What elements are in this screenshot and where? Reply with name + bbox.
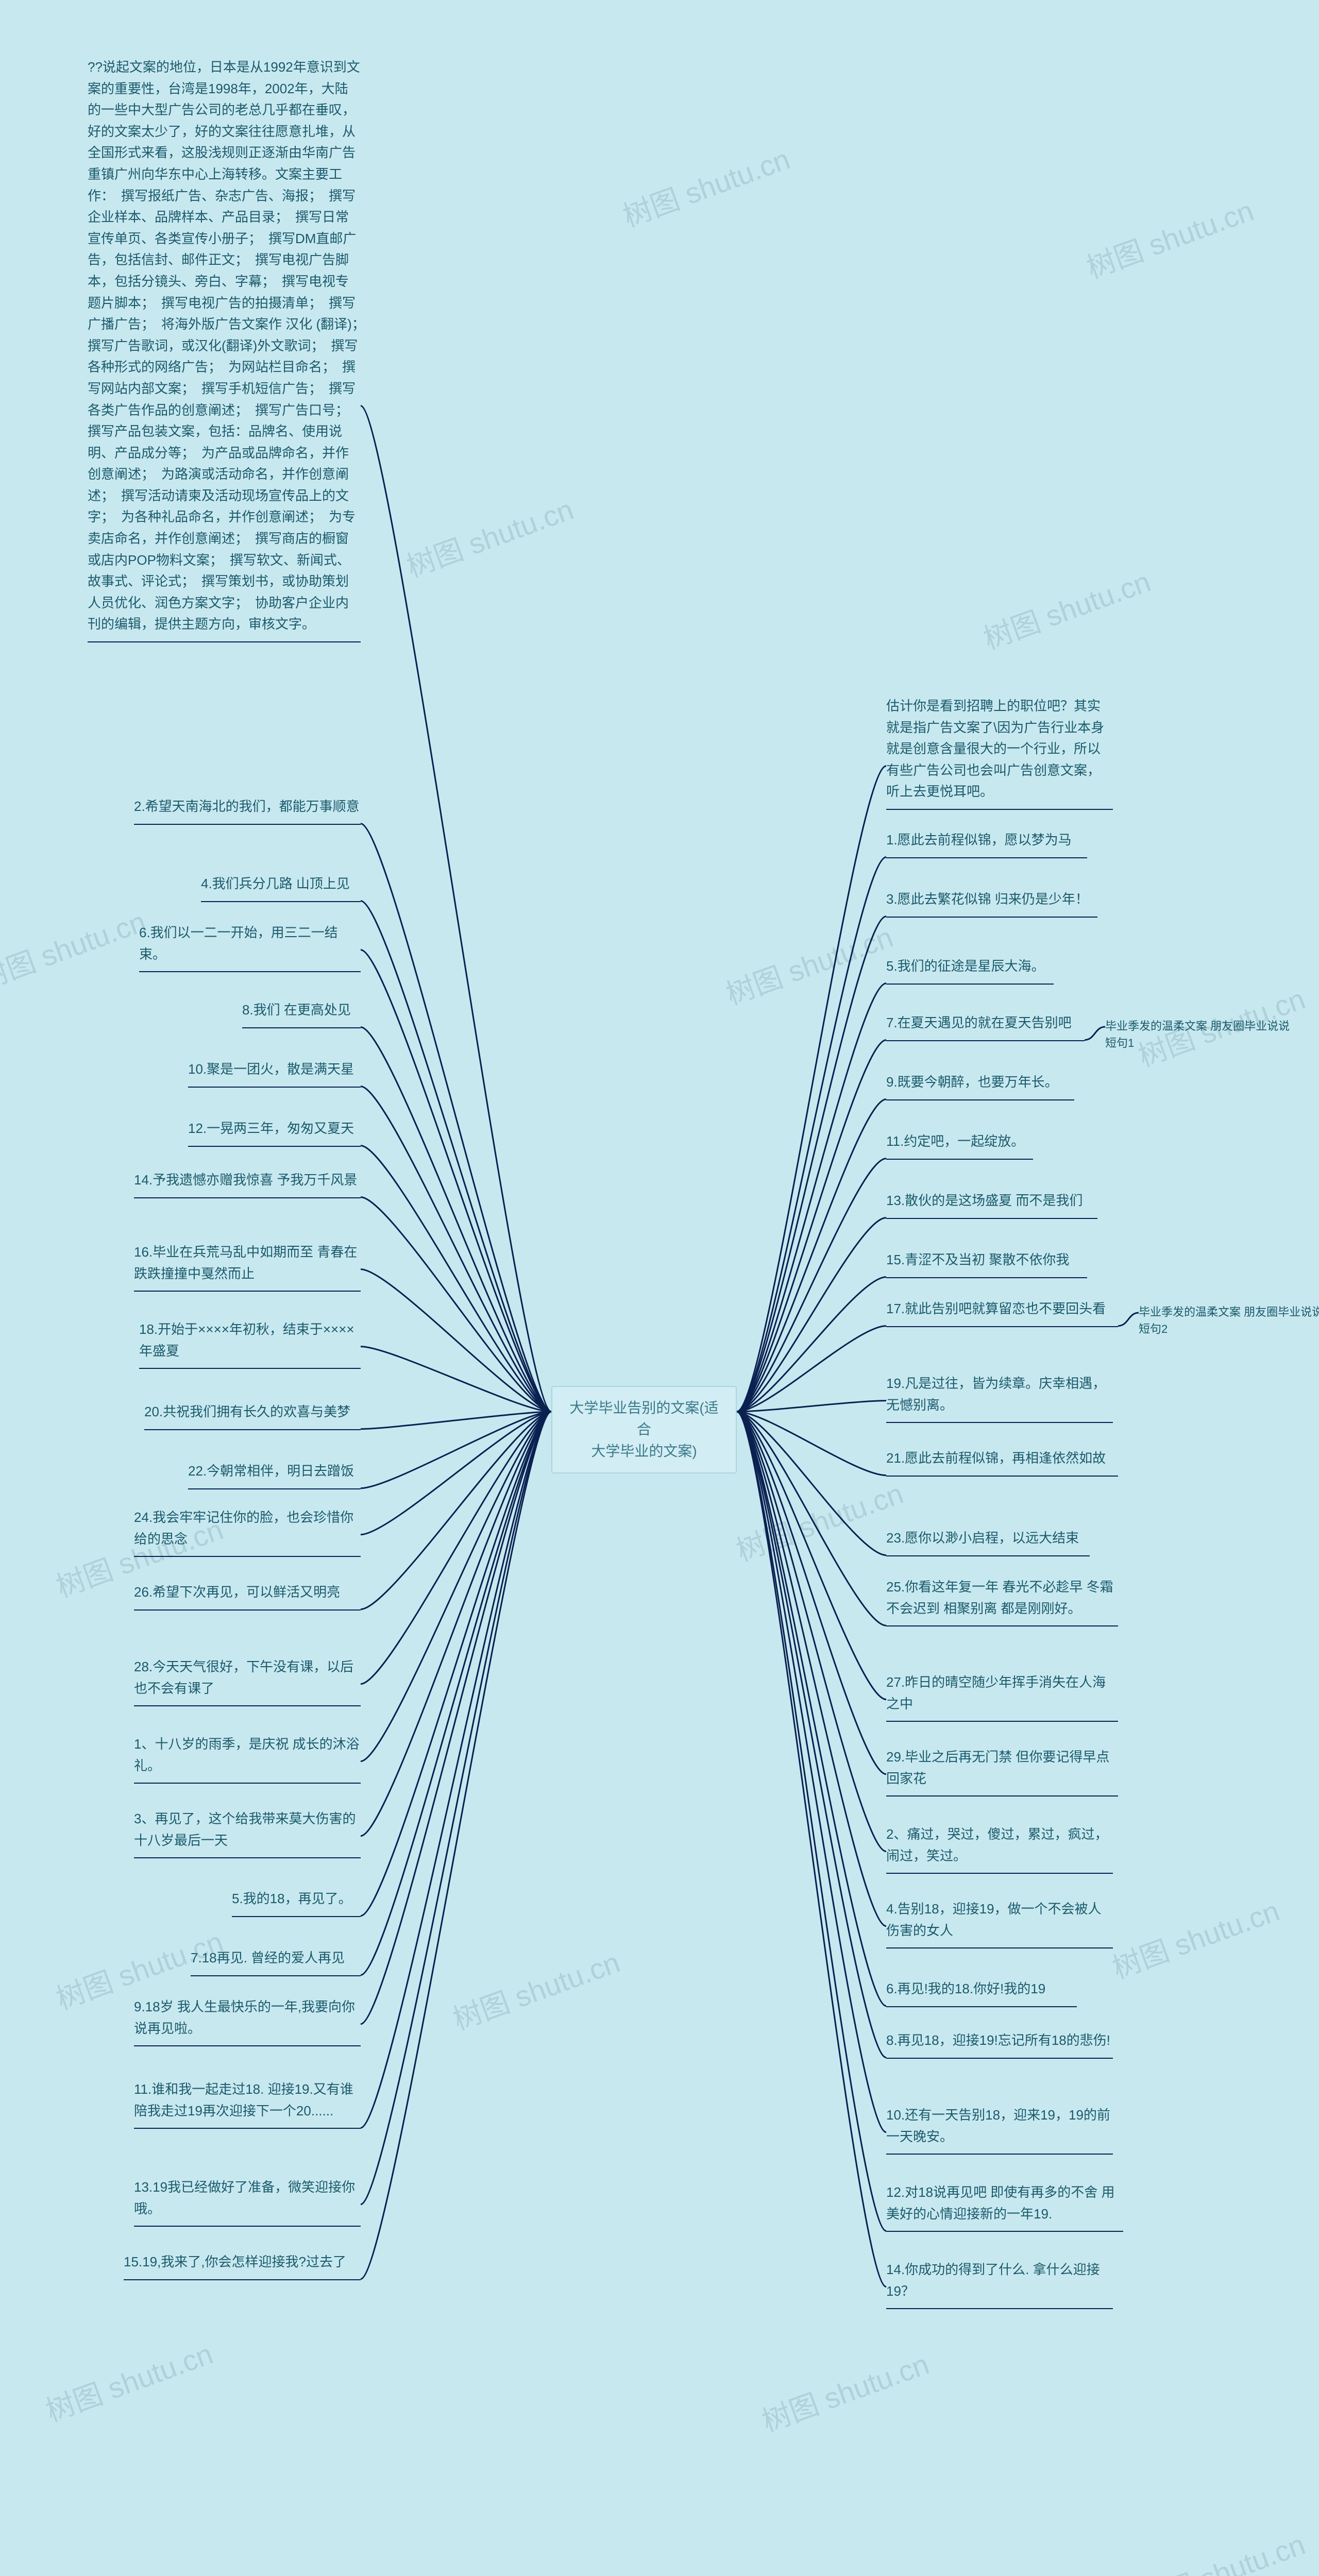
right-node-6: 11.约定吧，一起绽放。 — [886, 1131, 1033, 1160]
right-node-8: 15.青涩不及当初 聚散不依你我 — [886, 1249, 1087, 1278]
right-node-7: 13.散伙的是这场盛夏 而不是我们 — [886, 1190, 1097, 1219]
right-node-4: 7.在夏天遇见的就在夏天告别吧 — [886, 1012, 1085, 1041]
left-node-12: 24.我会牢牢记住你的脸，也会珍惜你给的思念 — [134, 1507, 361, 1557]
left-node-11: 22.今朝常相伴，明日去蹭饭 — [188, 1461, 361, 1489]
right-node-3: 5.我们的征途是星辰大海。 — [886, 956, 1054, 985]
center-node: 大学毕业告别的文案(适合 大学毕业的文案) — [551, 1386, 737, 1473]
right-node-10: 19.凡是过往，皆为续章。庆幸相遇，无憾别离。 — [886, 1373, 1113, 1423]
left-node-15: 1、十八岁的雨季，是庆祝 成长的沐浴礼。 — [134, 1734, 361, 1784]
right-node-18: 6.再见!我的18.你好!我的19 — [886, 1978, 1077, 2007]
left-node-9: 18.开始于××××年初秋，结束于××××年盛夏 — [139, 1319, 361, 1369]
right-node-1: 1.愿此去前程似锦，愿以梦为马 — [886, 829, 1087, 858]
left-node-20: 11.谁和我一起走过18. 迎接19.又有谁陪我走过19再次迎接下一个20...… — [134, 2079, 361, 2129]
left-node-0: ??说起文案的地位，日本是从1992年意识到文案的重要性，台湾是1998年，20… — [88, 57, 361, 642]
left-node-13: 26.希望下次再见，可以鲜活又明亮 — [134, 1582, 361, 1611]
left-node-1: 2.希望天南海北的我们，都能万事顺意 — [134, 796, 361, 825]
left-node-3: 6.我们以一二一开始，用三二一结束。 — [139, 922, 361, 972]
right-node-2: 3.愿此去繁花似锦 归来仍是少年！ — [886, 889, 1097, 918]
right-node-0: 估计你是看到招聘上的职位吧？其实就是指广告文案了\因为广告行业本身就是创意含量很… — [886, 696, 1113, 810]
left-node-18: 7.18再见. 曾经的爱人再见 — [191, 1947, 361, 1976]
left-node-7: 14.予我遗憾亦赠我惊喜 予我万千风景 — [134, 1170, 361, 1198]
right-node-16: 2、痛过，哭过，傻过，累过，疯过，闹过，笑过。 — [886, 1824, 1113, 1874]
left-node-2: 4.我们兵分几路 山顶上见 — [201, 873, 361, 902]
right-node-13: 25.你看这年复一年 春光不必趁早 冬霜不会迟到 相聚别离 都是刚刚好。 — [886, 1577, 1118, 1626]
right-node-21: 12.对18说再见吧 即使有再多的不舍 用美好的心情迎接新的一年19. — [886, 2182, 1123, 2232]
right-node-11: 21.愿此去前程似锦，再相逢依然如故 — [886, 1448, 1118, 1477]
right-node-12: 23.愿你以渺小启程，以远大结束 — [886, 1528, 1090, 1556]
right-node-20: 10.还有一天告别18，迎来19，19的前一天晚安。 — [886, 2105, 1113, 2155]
left-node-14: 28.今天天气很好，下午没有课，以后也不会有课了 — [134, 1656, 361, 1706]
left-node-5: 10.聚是一团火，散是满天星 — [188, 1059, 361, 1088]
right-subnode-4: 毕业季发的温柔文案 朋友圈毕业说说短句1 — [1105, 1018, 1301, 1052]
center-title-2: 大学毕业的文案) — [591, 1443, 697, 1459]
left-node-22: 15.19,我来了,你会怎样迎接我?过去了 — [124, 2251, 361, 2280]
left-node-4: 8.我们 在更高处见 — [242, 999, 361, 1028]
center-title-1: 大学毕业告别的文案(适合 — [569, 1400, 718, 1437]
right-node-19: 8.再见18，迎接19!忘记所有18的悲伤! — [886, 2030, 1113, 2059]
left-node-16: 3、再见了，这个给我带来莫大伤害的十八岁最后一天 — [134, 1808, 361, 1858]
left-node-17: 5.我的18，再见了。 — [232, 1888, 361, 1917]
left-node-10: 20.共祝我们拥有长久的欢喜与美梦 — [144, 1401, 361, 1430]
left-node-19: 9.18岁 我人生最快乐的一年,我要向你说再见啦。 — [134, 1996, 361, 2046]
right-node-17: 4.告别18，迎接19，做一个不会被人伤害的女人 — [886, 1899, 1113, 1948]
right-node-14: 27.昨日的晴空随少年挥手消失在人海之中 — [886, 1672, 1118, 1722]
right-node-5: 9.既要今朝醉，也要万年长。 — [886, 1072, 1074, 1100]
left-node-8: 16.毕业在兵荒马乱中如期而至 青春在跌跌撞撞中戛然而止 — [134, 1242, 361, 1292]
right-node-9: 17.就此告别吧就算留恋也不要回头看 — [886, 1298, 1118, 1327]
left-node-6: 12.一晃两三年，匆匆又夏天 — [188, 1118, 361, 1147]
right-subnode-9: 毕业季发的温柔文案 朋友圈毕业说说短句2 — [1139, 1303, 1319, 1337]
right-node-15: 29.毕业之后再无门禁 但你要记得早点回家花 — [886, 1747, 1118, 1797]
right-node-22: 14.你成功的得到了什么. 拿什么迎接19？ — [886, 2259, 1113, 2309]
left-node-21: 13.19我已经做好了准备，微笑迎接你哦。 — [134, 2177, 361, 2227]
